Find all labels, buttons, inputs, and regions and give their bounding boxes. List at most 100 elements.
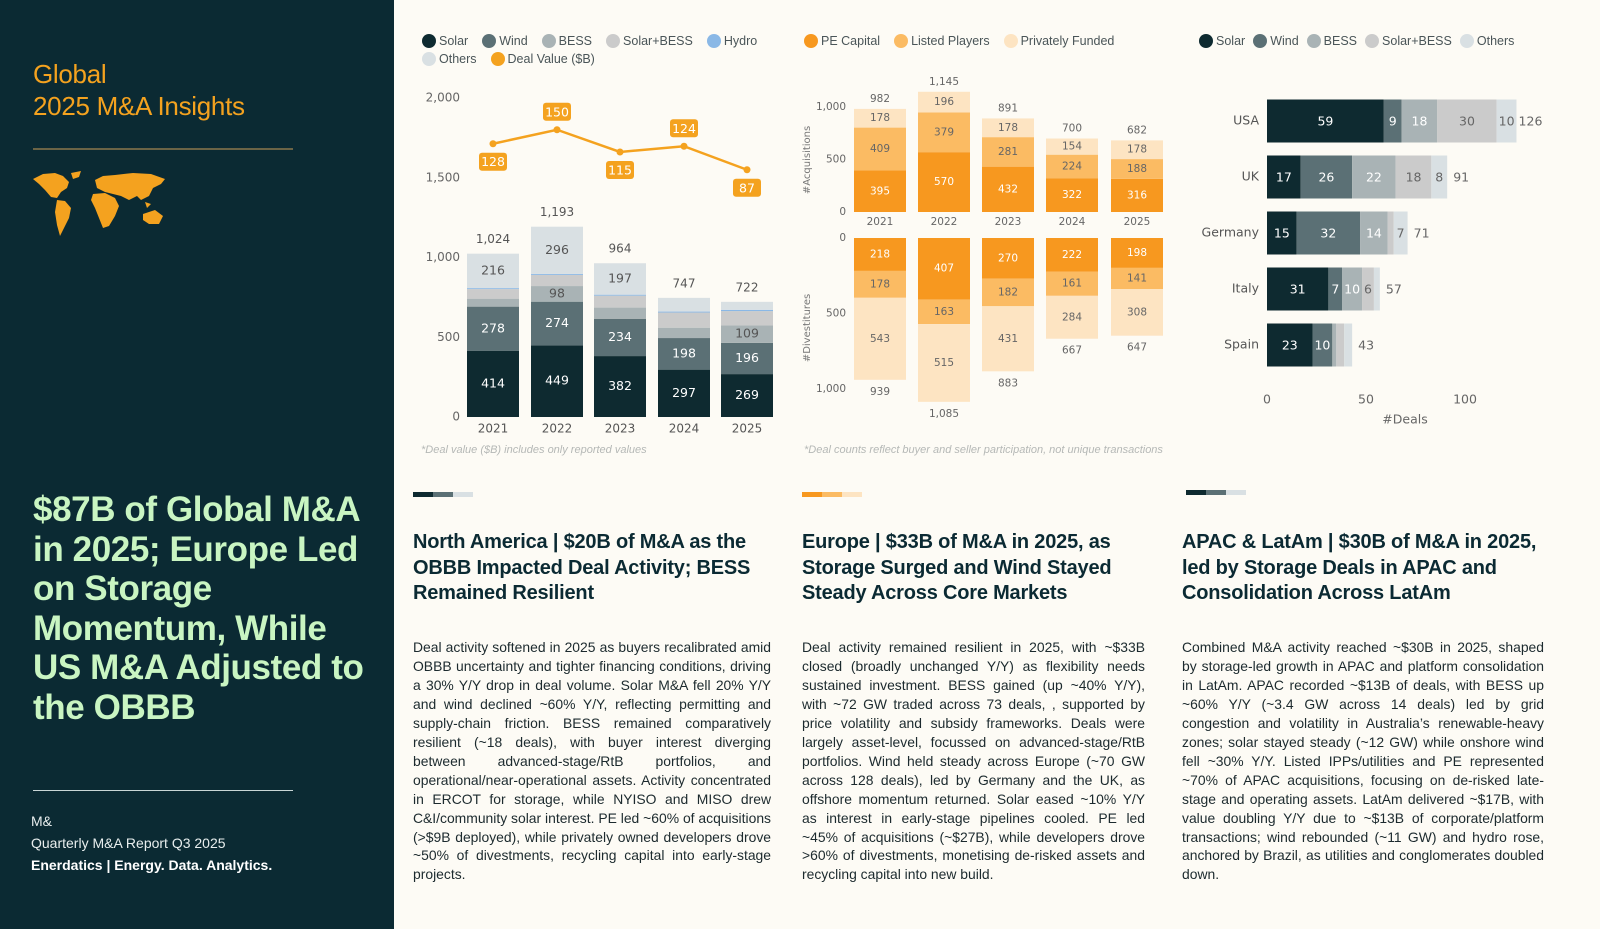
div-bar-pe-capital <box>1046 238 1098 272</box>
data-label: 432 <box>998 183 1018 195</box>
data-label: 395 <box>870 185 890 197</box>
sidebar-panel: Global 2025 M&A Insights $87B of Global … <box>0 0 394 929</box>
data-label: 23 <box>1282 338 1298 353</box>
y-tick-label: 1,500 <box>426 170 460 184</box>
deal-value-line <box>492 128 748 171</box>
headline: $87B of Global M&A in 2025; Europe Led o… <box>33 490 364 727</box>
bar-segment-others <box>594 263 646 295</box>
legend-item-pe-capital: PE Capital <box>804 34 880 48</box>
div-total-label: 883 <box>998 377 1018 389</box>
data-label: 182 <box>998 287 1018 299</box>
bar-segment-hydro <box>531 273 583 275</box>
deal-value-point <box>743 166 751 174</box>
total-label: 722 <box>736 280 759 294</box>
y-axis-title-acquisitions: #Acquisitions <box>802 126 813 194</box>
bar-segment-solar-bess <box>1362 267 1374 311</box>
data-label: 9 <box>1389 114 1397 129</box>
report-title-line1: Global <box>33 59 107 89</box>
total-label: 91 <box>1453 170 1469 185</box>
legend-label: Solar <box>1216 34 1246 48</box>
data-label: 178 <box>1127 144 1147 156</box>
category-label: Spain <box>1224 337 1259 352</box>
legend-label: BESS <box>558 34 593 48</box>
total-label: 747 <box>673 276 696 290</box>
data-label: 296 <box>545 242 569 257</box>
deal-value-point <box>489 140 497 148</box>
legend-item-listed-players: Listed Players <box>894 34 990 48</box>
section-title: North America | $20B of M&A as the OBBB … <box>413 531 751 604</box>
div-total-label: 667 <box>1062 345 1082 357</box>
y-tick-label: 0 <box>839 232 846 244</box>
acq-total-label: 982 <box>870 93 890 105</box>
legend-item-solar: Solar <box>422 34 468 48</box>
bar-segment-bess <box>658 327 710 339</box>
div-bar-listed-players <box>982 278 1034 307</box>
data-label: 141 <box>1127 273 1147 285</box>
legend-label: Solar <box>439 34 469 48</box>
section-body: Combined M&A activity reached ~$30B in 2… <box>1182 639 1544 883</box>
legend-item-others: Others <box>422 52 477 66</box>
total-label: 1,193 <box>540 205 574 219</box>
div-bar-listed-players <box>918 299 970 325</box>
y-axis-title-divestitures: #Divestitures <box>802 294 813 362</box>
legend-label: Solar+BESS <box>1382 34 1452 48</box>
deal-value-label: 87 <box>739 180 755 195</box>
bar-segment-solar-bess <box>1336 323 1345 367</box>
data-label: 382 <box>608 378 632 393</box>
data-label: 197 <box>608 270 632 285</box>
data-label: 322 <box>1062 189 1082 201</box>
div-bar-privately-funded <box>1111 289 1163 336</box>
bar-segment-solar-bess <box>531 274 583 287</box>
div-bar-pe-capital <box>982 238 1034 279</box>
category-label: USA <box>1233 113 1259 128</box>
data-label: 449 <box>545 373 569 388</box>
data-label: 154 <box>1062 141 1082 153</box>
y-tick-label: 1,000 <box>816 383 846 395</box>
bar-segment-others <box>1496 99 1517 143</box>
deal-value-label: 124 <box>672 121 696 136</box>
data-label: 30 <box>1459 114 1475 129</box>
legend-swatch <box>541 34 556 48</box>
legend-label: Solar+BESS <box>623 34 693 48</box>
x-tick-label: 50 <box>1358 392 1374 407</box>
bar-segment-solar <box>1267 323 1313 367</box>
legend-swatch <box>1306 34 1321 48</box>
data-label: 515 <box>934 357 954 369</box>
acq-bar-listed-players <box>854 127 906 171</box>
legend-label: Deal Value ($B) <box>507 52 595 66</box>
bar-segment-bess <box>1401 99 1438 143</box>
legend-label: Wind <box>499 34 528 48</box>
y-tick-label: 1,000 <box>816 101 846 113</box>
deal-value-point <box>616 148 624 156</box>
data-label: 10 <box>1344 282 1360 297</box>
data-label: 178 <box>870 278 890 290</box>
legend-item-others: Others <box>1459 34 1515 48</box>
data-label: 7 <box>1397 226 1405 241</box>
bar-segment-others <box>1431 155 1448 199</box>
data-label: 163 <box>934 306 954 318</box>
y-tick-label: 0 <box>452 410 460 424</box>
bar-segment-wind <box>467 306 519 351</box>
legend-label: Others <box>439 52 477 66</box>
bar-segment-bess <box>721 325 773 343</box>
acq-bar-pe-capital <box>1046 178 1098 212</box>
data-label: 281 <box>998 146 1018 158</box>
bar-segment-wind <box>658 338 710 370</box>
legend-label: Others <box>1476 34 1515 48</box>
deal-value-label-bg <box>670 119 698 138</box>
legend-chart1: Solar Wind BESS Solar+BESS Hydro Others Deal V… <box>422 34 782 66</box>
section-marker-europe <box>802 492 862 497</box>
bar-segment-others <box>1373 267 1380 311</box>
legend-chart3: Solar Wind BESS Solar+BESS Others <box>1199 34 1599 48</box>
bar-segment-bess <box>594 307 646 319</box>
data-label: 18 <box>1412 114 1428 129</box>
x-tick-label: 2025 <box>732 422 763 436</box>
legend-label: Privately Funded <box>1020 34 1115 48</box>
data-label: 31 <box>1290 282 1306 297</box>
bar-segment-solar-bess <box>1395 155 1432 199</box>
legend-item-deal-value-b: Deal Value ($B) <box>490 52 595 66</box>
x-tick-label: 2021 <box>478 422 509 436</box>
acq-total-label: 891 <box>998 102 1018 114</box>
acq-bar-pe-capital <box>1111 178 1163 212</box>
data-label: 308 <box>1127 306 1147 318</box>
